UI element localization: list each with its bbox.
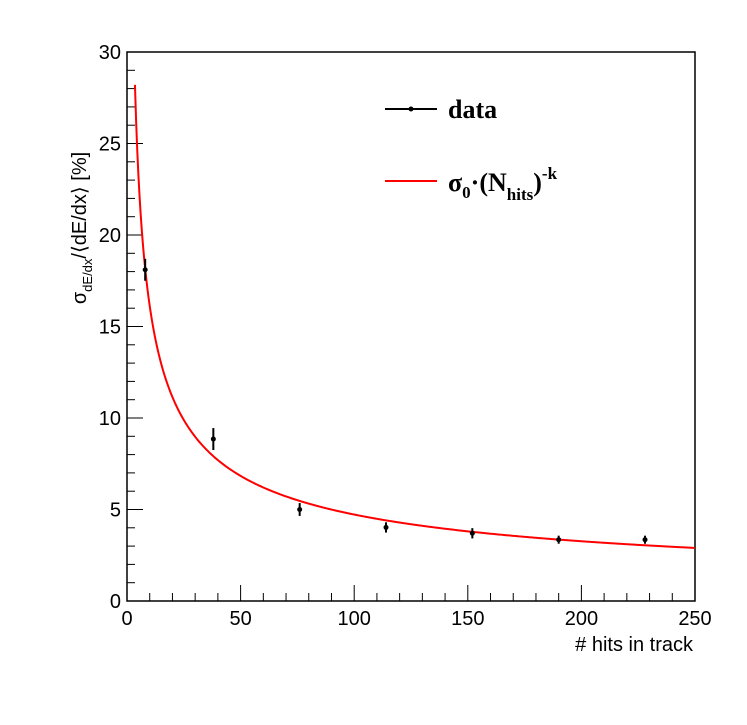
fit-curve — [133, 84, 696, 549]
legend-fit-mid: ·(N — [471, 168, 507, 197]
legend-fit-n-sub: hits — [507, 185, 534, 204]
y-axis-title-sigma: σ — [69, 291, 91, 304]
x-axis-title: # hits in track — [575, 634, 694, 656]
data-marker — [142, 267, 148, 273]
x-tick-label: 100 — [338, 608, 371, 630]
x-tick-label: 50 — [229, 608, 251, 630]
y-axis-title: σdE/dx/⟨dE/dx⟩ [%] — [69, 152, 95, 304]
data-point — [469, 528, 475, 539]
legend-fit-sigma: σ — [448, 168, 462, 197]
data-marker — [383, 524, 389, 530]
y-tick-label: 25 — [99, 134, 121, 156]
data-point — [642, 535, 648, 544]
data-point — [210, 428, 216, 451]
legend-fit-sigma-sub: 0 — [462, 183, 471, 202]
legend-fit-close: ) — [533, 168, 542, 197]
data-marker — [642, 537, 648, 543]
svg-text:σdE/dx/⟨dE/dx⟩ [%]: σdE/dx/⟨dE/dx⟩ [%] — [69, 152, 95, 304]
data-marker — [469, 530, 475, 536]
data-points — [142, 258, 648, 544]
data-marker — [210, 436, 216, 442]
y-tick-label: 0 — [110, 591, 121, 613]
x-tick-label: 0 — [121, 608, 132, 630]
tick-labels: 0 50 100 150 200 250 0 5 10 15 20 25 30 — [99, 42, 712, 630]
y-tick-label: 30 — [99, 42, 121, 64]
legend: data σ0·(Nhits)-k — [385, 95, 558, 204]
x-tick-label: 150 — [451, 608, 484, 630]
legend-fit-label: σ0·(Nhits)-k — [448, 164, 558, 204]
legend-fit-exp: -k — [542, 164, 558, 183]
legend-data-label: data — [448, 95, 497, 124]
y-tick-label: 10 — [99, 408, 121, 430]
data-marker — [556, 537, 562, 543]
y-axis-title-rest: /⟨dE/dx⟩ [%] — [69, 152, 91, 259]
x-tick-label: 200 — [565, 608, 598, 630]
data-point — [383, 522, 389, 533]
data-point — [142, 258, 148, 281]
plot-frame — [126, 51, 696, 602]
y-tick-label: 20 — [99, 225, 121, 247]
y-tick-label: 15 — [99, 317, 121, 339]
y-axis-title-sub: dE/dx — [80, 258, 95, 292]
data-marker — [297, 507, 303, 512]
axis-ticks — [126, 51, 696, 602]
x-tick-label: 250 — [678, 608, 711, 630]
data-point — [297, 503, 303, 516]
data-point — [556, 535, 562, 544]
legend-data-marker — [408, 106, 414, 112]
y-tick-label: 5 — [110, 500, 121, 522]
